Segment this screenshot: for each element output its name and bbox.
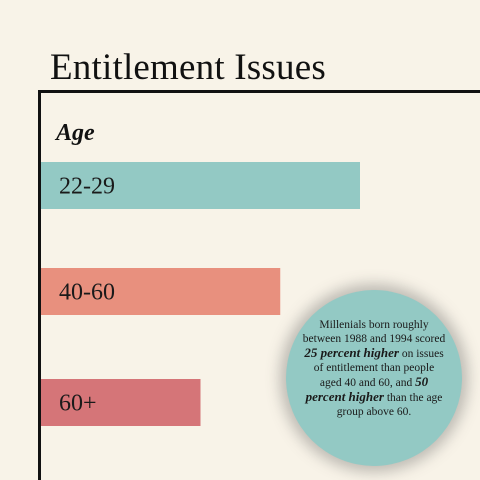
callout-text-2: on issues of entitlement than people age…	[313, 348, 444, 389]
callout-highlight-2: 50 percent higher	[305, 374, 429, 404]
bar-label-40-60: 40-60	[59, 280, 115, 306]
callout-bubble: Millenials born roughly between 1988 and…	[286, 290, 462, 466]
chart-title: Entitlement Issues	[50, 47, 326, 88]
callout-text-3: than the age group above 60.	[336, 392, 443, 418]
callout-text-1: Millenials born roughly between 1988 and…	[302, 319, 446, 345]
callout-highlight-1: 25 percent higher	[304, 345, 399, 360]
bar-40-60	[41, 268, 281, 315]
age-group-label: Age	[56, 120, 95, 146]
bar-60+	[41, 379, 201, 426]
chart-frame	[38, 90, 480, 480]
bar-label-22-29: 22-29	[59, 174, 115, 200]
bar-22-29	[41, 162, 360, 209]
bar-label-60+: 60+	[59, 391, 97, 417]
